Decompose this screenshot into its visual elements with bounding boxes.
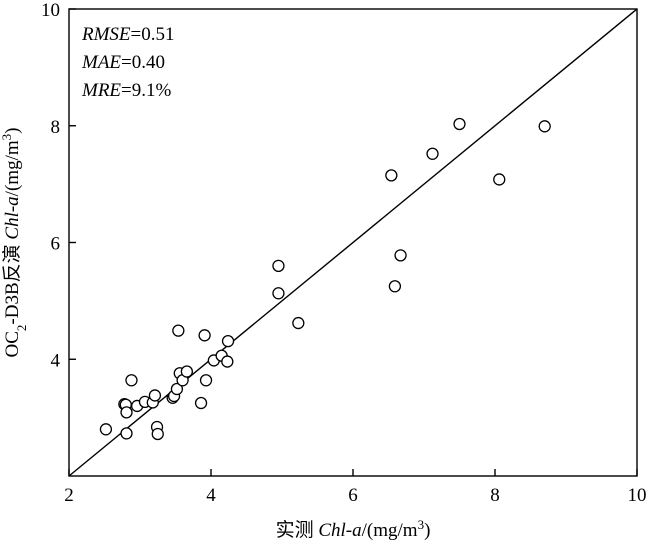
- data-point: [221, 355, 234, 368]
- reference-line: [68, 8, 638, 477]
- stat-value: =0.51: [131, 24, 175, 45]
- data-point: [221, 335, 235, 348]
- data-points: [99, 117, 551, 441]
- y-tick-label: 10: [41, 0, 60, 21]
- data-point: [151, 427, 164, 441]
- data-point: [172, 324, 185, 337]
- axis-label-part: 3: [418, 517, 425, 532]
- stat-name: MRE: [81, 80, 121, 101]
- axis-label-part: 实测: [276, 519, 319, 541]
- stat-mre: MRE=9.1%: [81, 80, 172, 101]
- axis-label-part: 2: [14, 325, 29, 332]
- x-tick-label: 6: [348, 485, 358, 506]
- axis-label-part: Chl-a: [318, 520, 361, 541]
- stat-name: MAE: [81, 52, 121, 73]
- x-tick-label: 8: [490, 485, 500, 506]
- data-point: [120, 427, 133, 440]
- data-point: [453, 117, 466, 131]
- data-point: [394, 249, 407, 262]
- data-point: [292, 316, 305, 330]
- x-axis-label: 实测 Chl-a/(mg/m3): [276, 517, 431, 542]
- data-point: [272, 259, 285, 273]
- data-point: [388, 280, 402, 293]
- data-point: [194, 396, 208, 410]
- axis-label-part: ): [424, 520, 430, 541]
- data-point: [426, 147, 439, 160]
- axis-label-part: /(mg/m: [362, 520, 418, 541]
- data-point: [180, 365, 194, 378]
- x-tick-label: 4: [206, 485, 216, 506]
- stat-value: =0.40: [121, 52, 165, 73]
- tick-marks: [68, 8, 638, 476]
- data-point: [385, 169, 398, 182]
- axis-label-part: /(mg/m: [2, 140, 23, 196]
- y-tick-label: 8: [51, 117, 61, 138]
- reference-line-group: [68, 8, 638, 477]
- y-tick-label: 4: [51, 350, 61, 371]
- stat-value: =9.1%: [121, 80, 171, 101]
- stat-rmse: RMSE=0.51: [81, 24, 175, 45]
- axis-label-part: 3: [0, 134, 14, 141]
- data-point: [99, 423, 113, 436]
- axis-label-part: ): [2, 128, 23, 134]
- axis-label-part: -D3B反演: [1, 240, 23, 325]
- data-point: [148, 389, 162, 402]
- data-point: [199, 374, 213, 387]
- data-point: [272, 287, 285, 300]
- data-point: [120, 406, 133, 419]
- x-tick-label: 10: [628, 485, 647, 506]
- tick-labels: 2 4 6 8 10 4 6 8 10: [41, 0, 647, 506]
- data-point: [170, 382, 184, 396]
- data-point: [493, 173, 506, 186]
- data-point: [538, 120, 551, 133]
- stat-name: RMSE: [81, 24, 131, 45]
- y-axis-label: OC2-D3B反演 Chl-a/(mg/m3): [0, 128, 29, 358]
- y-tick-label: 6: [51, 234, 61, 255]
- axis-label-part: OC: [2, 331, 23, 357]
- data-point: [198, 329, 211, 342]
- x-tick-label: 2: [64, 485, 74, 506]
- stat-mae: MAE=0.40: [81, 52, 165, 73]
- axis-label-part: Chl-a: [2, 196, 23, 239]
- data-point: [125, 374, 138, 387]
